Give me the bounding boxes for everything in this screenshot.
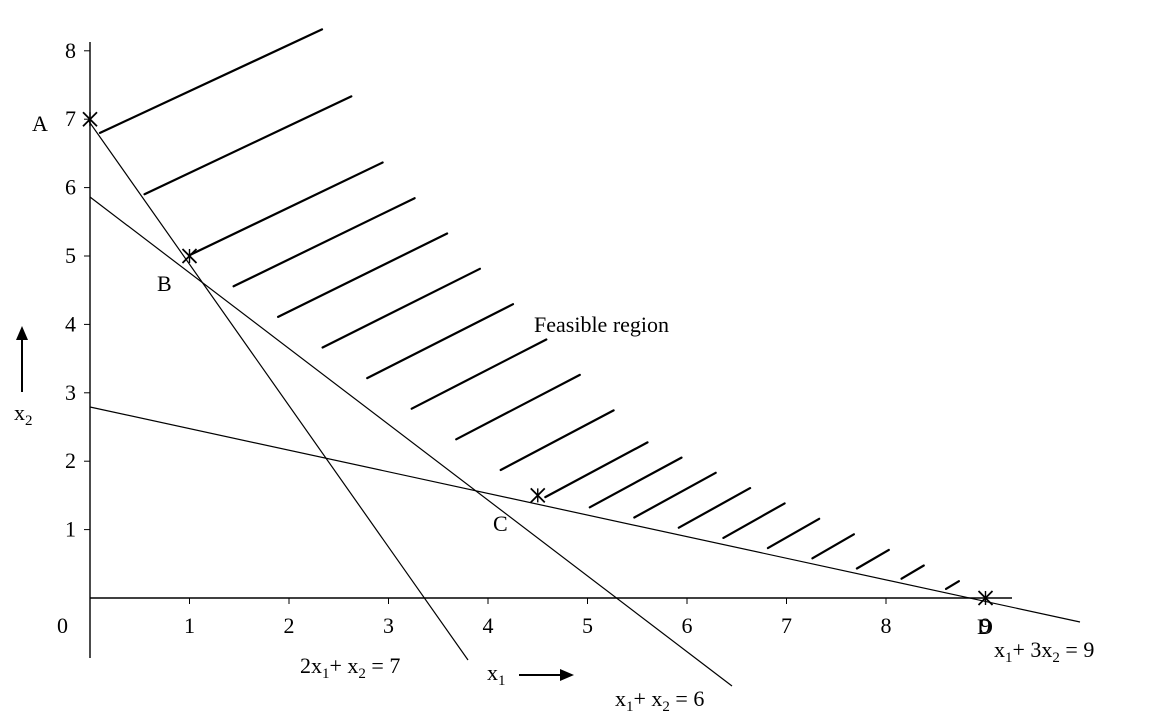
hatch-line bbox=[855, 548, 890, 570]
constraint-line-c2 bbox=[89, 196, 733, 687]
y-axis-label: x2 bbox=[14, 400, 33, 429]
corner-point-markers bbox=[82, 111, 994, 606]
x-tick-label: 3 bbox=[383, 613, 394, 638]
hatch-line bbox=[944, 580, 961, 591]
x-tick-label: 5 bbox=[582, 613, 593, 638]
hatch-line bbox=[321, 267, 481, 349]
y-tick-label: 5 bbox=[65, 243, 76, 268]
hatch-line bbox=[722, 502, 786, 540]
x-tick-label: 6 bbox=[682, 613, 693, 638]
x-tick-label: 4 bbox=[483, 613, 494, 638]
point-label-d: D bbox=[977, 614, 993, 639]
hatch-line bbox=[588, 456, 683, 509]
hatch-line bbox=[766, 517, 821, 550]
point-marker-a bbox=[82, 111, 98, 127]
point-marker-d bbox=[977, 590, 994, 606]
hatch-line bbox=[677, 487, 752, 529]
point-marker-c bbox=[530, 487, 546, 504]
y-axis-label-group: x2 bbox=[14, 326, 33, 429]
hatch-line bbox=[232, 197, 416, 288]
hatch-line bbox=[98, 28, 324, 134]
point-label-c: C bbox=[493, 511, 508, 536]
x-axis-label-group: x1 bbox=[487, 660, 574, 689]
x-tick-label: 9 bbox=[980, 613, 991, 638]
origin-label: 0 bbox=[57, 613, 68, 638]
constraint-lines bbox=[87, 119, 1081, 687]
hatch-line bbox=[277, 232, 449, 318]
y-tick-label: 3 bbox=[65, 380, 76, 405]
point-marker-b bbox=[181, 248, 198, 264]
up-arrow-icon bbox=[16, 326, 28, 340]
y-tick-label: 8 bbox=[65, 38, 76, 63]
hatch-line bbox=[410, 338, 548, 410]
hatch-line bbox=[811, 533, 856, 560]
x-tick-label: 2 bbox=[284, 613, 295, 638]
point-label-a: A bbox=[32, 111, 48, 136]
hatch-line bbox=[143, 95, 353, 196]
y-tick-label: 1 bbox=[65, 517, 76, 542]
y-tick-label: 4 bbox=[65, 311, 76, 336]
hatch-line bbox=[900, 564, 925, 580]
x-tick-label: 7 bbox=[781, 613, 792, 638]
y-tick-label: 6 bbox=[65, 175, 76, 200]
constraint-line-c1 bbox=[87, 119, 469, 661]
hatch-line bbox=[544, 441, 649, 499]
x-axis-label: x1 bbox=[487, 660, 506, 689]
hatch-line bbox=[633, 471, 717, 519]
feasible-region-hatching bbox=[98, 28, 961, 591]
hatch-line bbox=[188, 161, 384, 257]
axis-ticks: 1 2 3 4 5 6 7 8 9 1 2 3 4 5 6 7 8 bbox=[65, 38, 991, 638]
hatch-line bbox=[499, 409, 615, 472]
y-tick-label: 2 bbox=[65, 448, 76, 473]
hatch-line bbox=[455, 373, 581, 441]
equation-label-c3: x1+ 3x2 = 9 bbox=[994, 637, 1094, 666]
feasible-region-label: Feasible region bbox=[534, 312, 669, 337]
axes bbox=[89, 42, 1012, 658]
x-tick-label: 8 bbox=[881, 613, 892, 638]
hatch-line bbox=[366, 303, 515, 380]
constraint-line-c3 bbox=[89, 406, 1081, 623]
x-tick-label: 1 bbox=[184, 613, 195, 638]
y-tick-label: 7 bbox=[65, 106, 76, 131]
point-label-b: B bbox=[157, 271, 172, 296]
equation-label-c1: 2x1+ x2 = 7 bbox=[300, 653, 400, 682]
right-arrow-icon bbox=[560, 669, 574, 681]
equation-label-c2: x1+ x2 = 6 bbox=[615, 686, 704, 715]
